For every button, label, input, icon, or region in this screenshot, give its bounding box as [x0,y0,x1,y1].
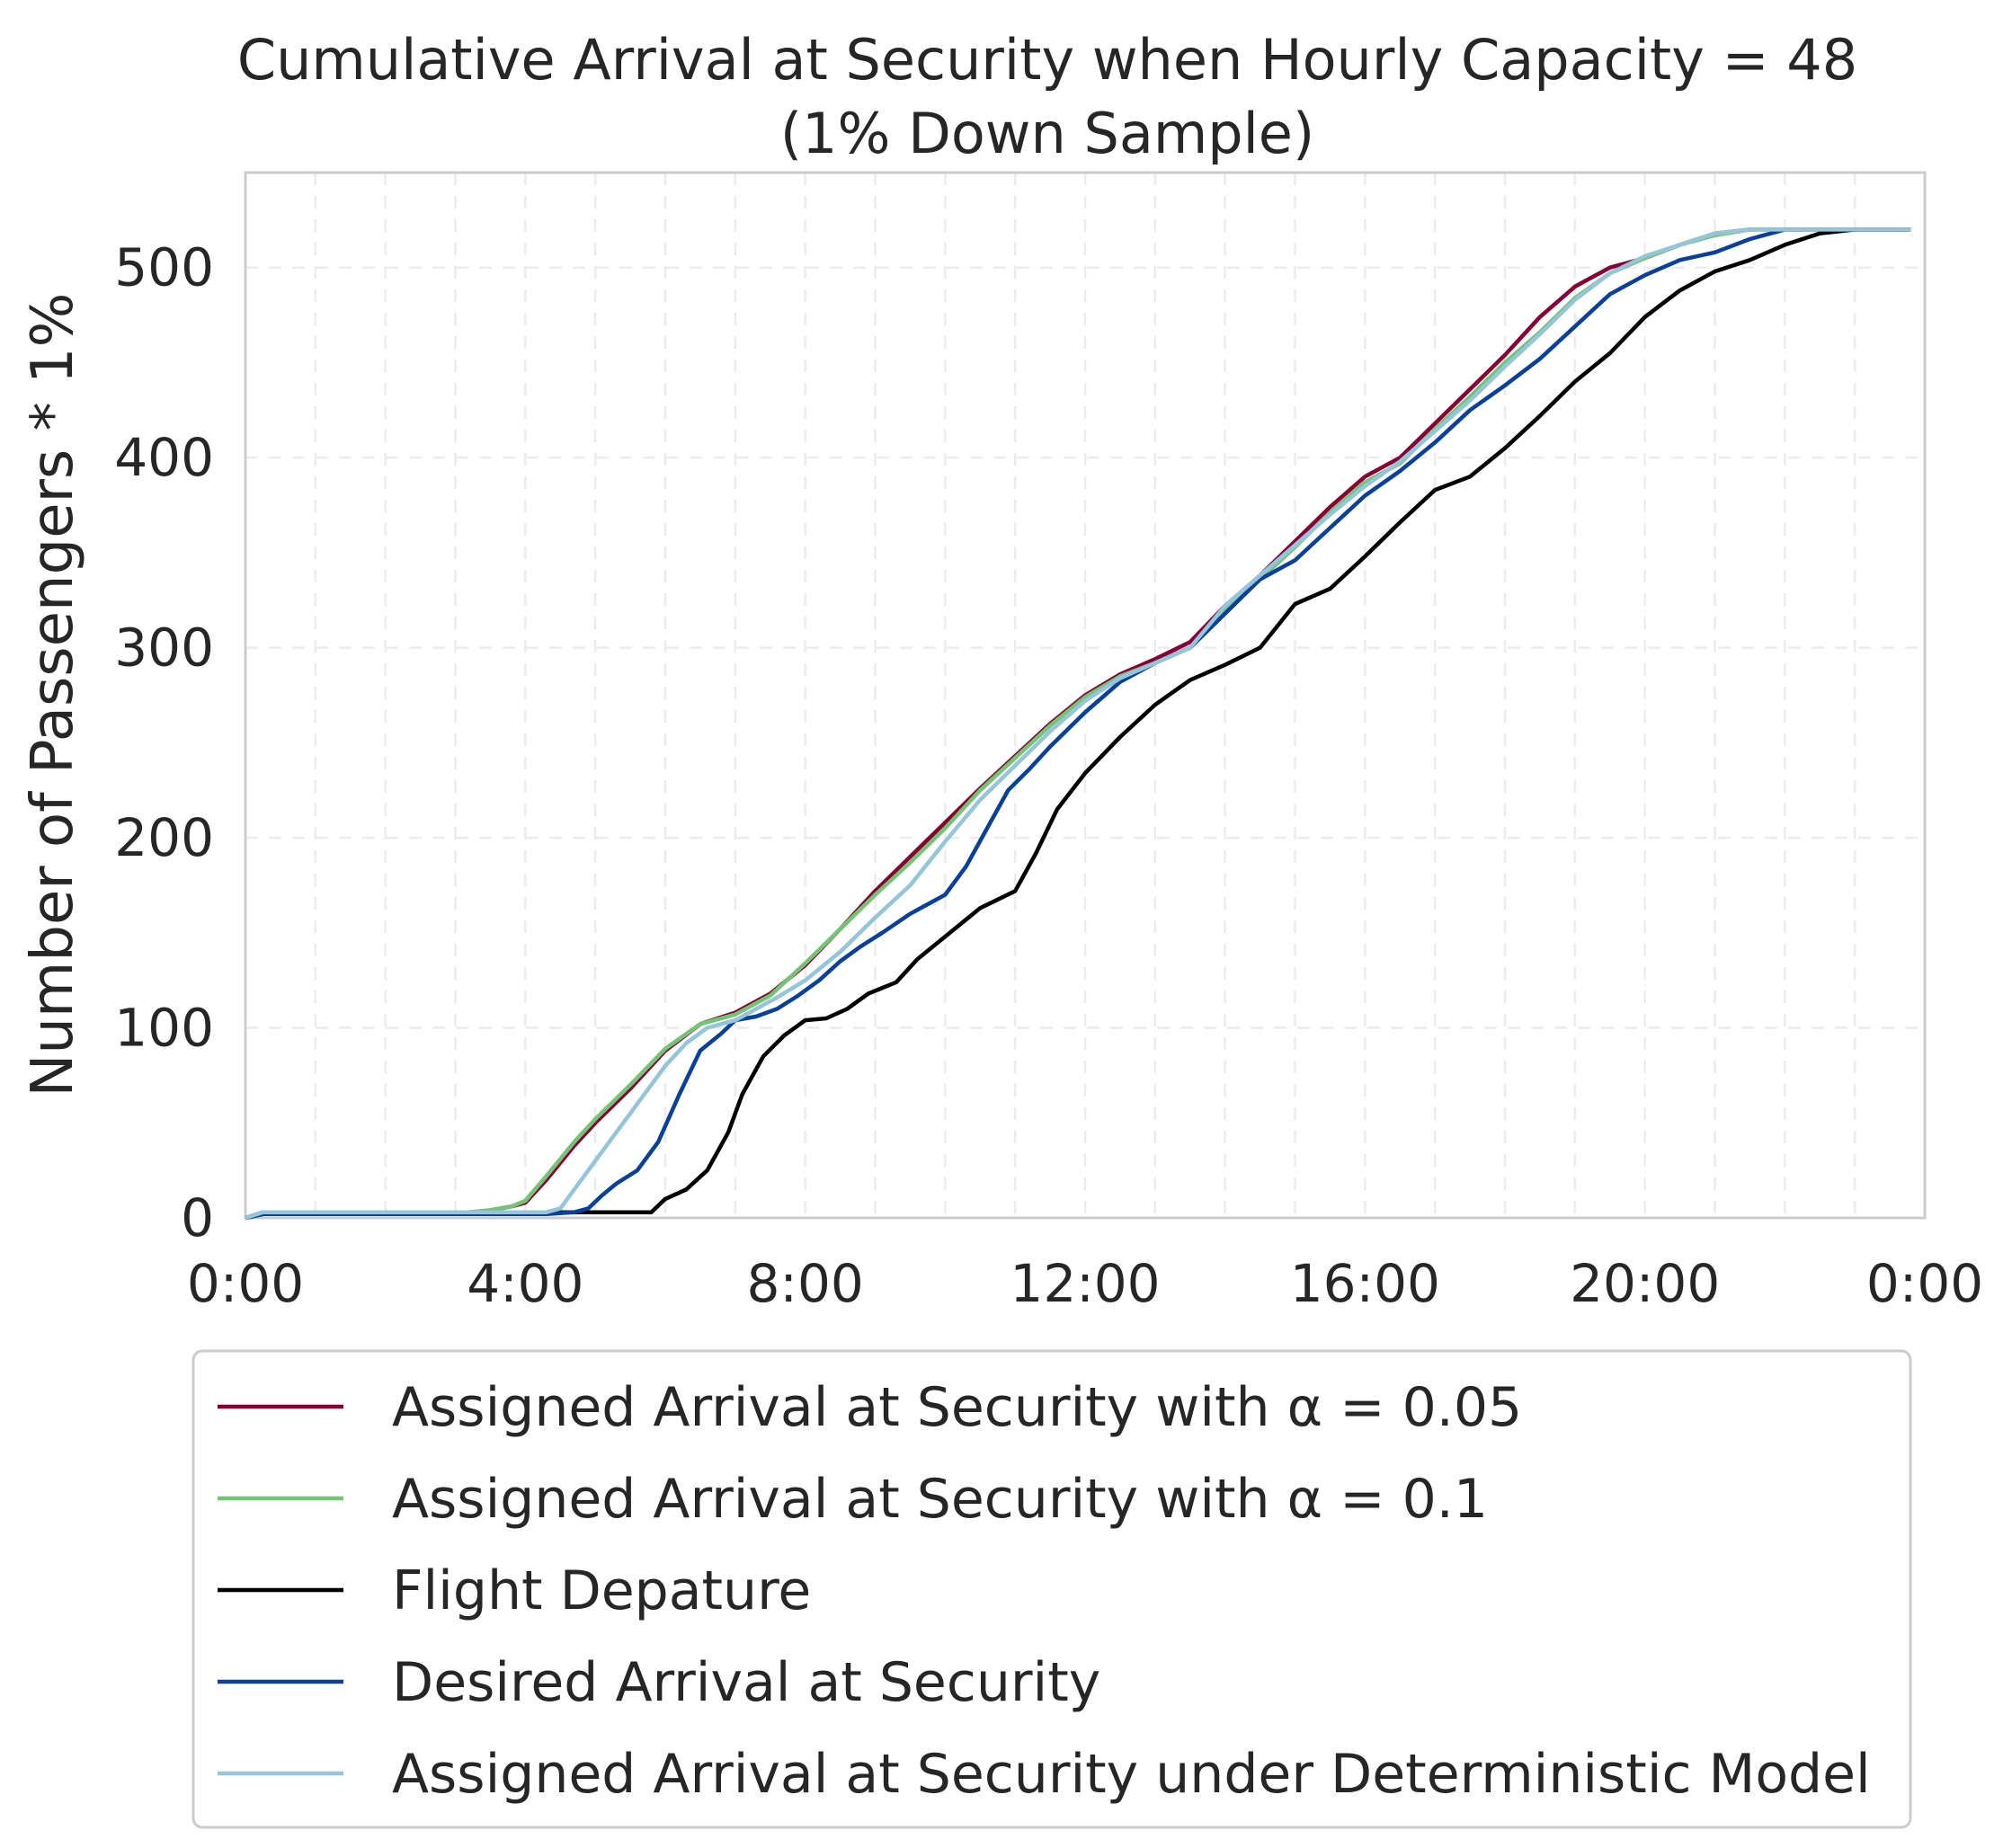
y-tick-label: 200 [114,807,214,868]
legend-label: Assigned Arrival at Security with α = 0.… [392,1468,1488,1531]
series-lines [245,227,1911,1221]
y-tick-label: 300 [114,617,214,679]
series-line-3 [245,227,1911,1221]
x-tick-label: 0:00 [187,1253,304,1314]
x-tick-label: 20:00 [1570,1253,1720,1314]
series-line-4 [245,227,1911,1221]
x-tick-label: 0:00 [1866,1253,1983,1314]
grid [245,173,1925,1218]
x-tick-label: 4:00 [467,1253,583,1314]
y-tick-label: 100 [114,998,214,1059]
legend: Assigned Arrival at Security with α = 0.… [191,1349,1912,1829]
x-tick-label: 16:00 [1290,1253,1440,1314]
legend-frame [191,1349,1912,1829]
y-tick-label: 500 [114,237,214,298]
series-line-1 [245,227,1911,1221]
legend-label: Desired Arrival at Security [392,1651,1100,1714]
legend-label: Assigned Arrival at Security under Deter… [392,1743,1871,1806]
series-line-2 [245,227,1911,1221]
y-tick-label: 0 [181,1187,214,1248]
y-axis-label: Number of Passengers * 1% [20,293,86,1097]
series-line-5 [245,227,1911,1221]
x-axis-ticks: 0:00 4:00 8:00 12:00 16:00 20:00 0:00 [187,1253,1983,1314]
legend-label: Flight Depature [392,1559,811,1622]
plot-area-frame [244,171,1927,1220]
chart-title: Cumulative Arrival at Security when Hour… [237,27,1857,93]
legend-label: Assigned Arrival at Security with α = 0.… [392,1376,1522,1439]
x-tick-label: 12:00 [1010,1253,1160,1314]
chart-subtitle: (1% Down Sample) [780,101,1314,166]
y-tick-label: 400 [114,427,214,488]
x-tick-label: 8:00 [747,1253,864,1314]
y-axis-ticks: 0 100 200 300 400 500 [114,237,214,1248]
